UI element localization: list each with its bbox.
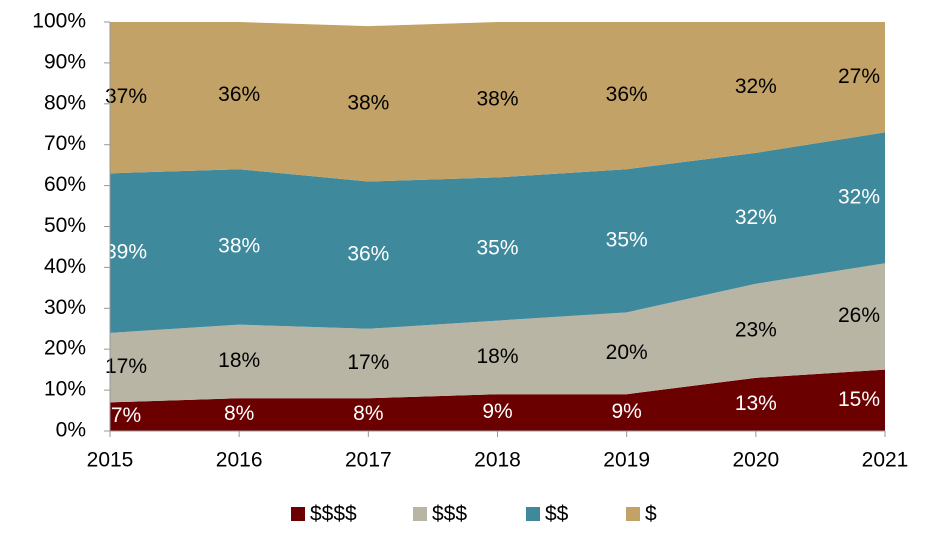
data-label: 15% — [838, 388, 880, 411]
data-label: 38% — [476, 87, 518, 110]
data-label: 23% — [735, 318, 777, 341]
y-tick-label: 20% — [44, 337, 86, 360]
y-tick-label: 30% — [44, 296, 86, 319]
data-label: 18% — [476, 345, 518, 368]
data-label: 20% — [606, 341, 648, 364]
legend-item: $$$$ — [291, 503, 357, 526]
data-label: 17% — [347, 351, 389, 374]
data-label: 32% — [735, 206, 777, 229]
areas — [110, 22, 885, 431]
data-label: 27% — [838, 65, 880, 88]
x-tick-label: 2017 — [345, 449, 392, 472]
data-label: 35% — [606, 228, 648, 251]
data-labels: 7% 8% 8% 9% 9% 13% 15% 17% 18% 17% 18% 20% 23% 26% 39%… — [105, 65, 880, 427]
y-tick-label: 100% — [32, 10, 86, 33]
data-label: 32% — [735, 75, 777, 98]
legend-label: $$$$ — [310, 503, 357, 526]
data-label: 36% — [606, 83, 648, 106]
y-tick-label: 80% — [44, 91, 86, 114]
x-tick-label: 2019 — [603, 449, 650, 472]
data-label: 38% — [347, 91, 389, 114]
legend-swatch — [413, 507, 427, 521]
legend-item: $ — [626, 503, 657, 526]
y-tick-label: 40% — [44, 255, 86, 278]
area — [110, 369, 885, 431]
data-label: 8% — [353, 402, 383, 425]
legend-label: $$ — [545, 503, 569, 526]
y-tick-label: 60% — [44, 173, 86, 196]
x-tick-label: 2021 — [862, 449, 909, 472]
y-tick-label: 50% — [44, 214, 86, 237]
data-label: 26% — [838, 304, 880, 327]
data-label: 35% — [476, 237, 518, 260]
legend-item: $$$ — [413, 503, 467, 526]
area — [110, 22, 885, 182]
x-tick-label: 2020 — [732, 449, 779, 472]
legend-swatch — [291, 507, 305, 521]
legend-swatch — [626, 507, 640, 521]
legend-label: $$$ — [432, 503, 467, 526]
x-tick-label: 2018 — [474, 449, 521, 472]
area — [110, 132, 885, 333]
data-label: 37% — [105, 85, 147, 108]
data-label: 13% — [735, 392, 777, 415]
data-label: 36% — [347, 243, 389, 266]
x-tick-label: 2016 — [216, 449, 263, 472]
data-label: 8% — [224, 402, 254, 425]
y-tick-label: 70% — [44, 132, 86, 155]
legend-item: $$ — [526, 503, 569, 526]
y-tick-label: 90% — [44, 50, 86, 73]
data-label: 9% — [611, 400, 641, 423]
y-tick-label: 0% — [56, 419, 86, 442]
data-label: 36% — [218, 83, 260, 106]
legend-swatch — [526, 507, 540, 521]
data-label: 32% — [838, 185, 880, 208]
legend-label: $ — [645, 503, 657, 526]
data-label: 38% — [218, 234, 260, 257]
x-tick-label: 2015 — [87, 449, 134, 472]
data-label: 9% — [482, 400, 512, 423]
data-label: 39% — [105, 241, 147, 264]
data-label: 7% — [111, 404, 141, 427]
data-label: 18% — [218, 349, 260, 372]
y-tick-label: 10% — [44, 378, 86, 401]
data-label: 17% — [105, 355, 147, 378]
